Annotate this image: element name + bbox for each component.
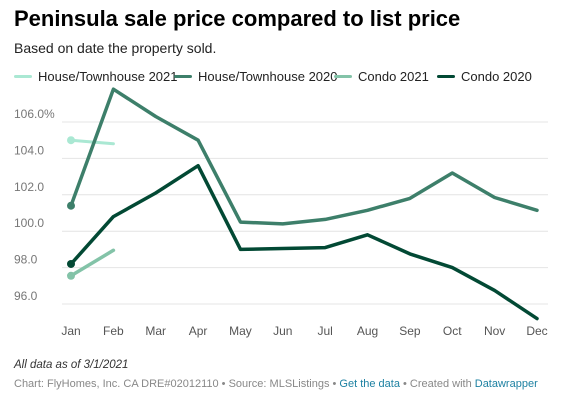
legend-item-condo-2021: Condo 2021 xyxy=(334,69,429,84)
series-line xyxy=(69,138,115,146)
x-tick-label: Aug xyxy=(357,324,378,338)
series-line xyxy=(69,248,116,278)
series-line xyxy=(69,87,539,226)
legend-item-house-2020: House/Townhouse 2020 xyxy=(174,69,338,84)
legend-swatch xyxy=(437,75,455,78)
credits-prefix: Chart: FlyHomes, Inc. CA DRE#02012110 • … xyxy=(14,378,340,390)
chart-subtitle: Based on date the property sold. xyxy=(14,40,217,56)
datawrapper-link[interactable]: Datawrapper xyxy=(474,378,538,390)
legend-label: Condo 2020 xyxy=(461,69,532,84)
y-tick-label: 106.0% xyxy=(14,107,55,121)
legend-label: House/Townhouse 2020 xyxy=(198,69,338,84)
x-tick-label: Oct xyxy=(443,324,462,338)
y-tick-label: 100.0 xyxy=(14,216,44,230)
series-start-point xyxy=(67,259,75,268)
legend-swatch xyxy=(334,75,352,78)
y-tick-label: 102.0 xyxy=(14,180,44,194)
y-tick-label: 104.0 xyxy=(14,143,44,157)
legend-swatch xyxy=(14,75,32,78)
x-tick-label: Jan xyxy=(61,324,80,338)
series-start-point xyxy=(67,201,75,210)
credits-middle: • Created with xyxy=(399,378,475,390)
chart-credits: Chart: FlyHomes, Inc. CA DRE#02012110 • … xyxy=(14,378,538,390)
series-start-point xyxy=(67,136,75,145)
legend-label: House/Townhouse 2021 xyxy=(38,69,178,84)
y-tick-label: 98.0 xyxy=(14,253,38,267)
chart-title: Peninsula sale price compared to list pr… xyxy=(14,6,461,31)
x-tick-label: Sep xyxy=(399,324,421,338)
x-tick-label: Mar xyxy=(145,324,166,338)
x-tick-label: Nov xyxy=(484,324,505,338)
series-start-point xyxy=(67,271,75,280)
legend-item-condo-2020: Condo 2020 xyxy=(437,69,532,84)
x-tick-label: Apr xyxy=(189,324,208,338)
legend-swatch xyxy=(174,75,192,78)
x-tick-label: May xyxy=(229,324,252,338)
get-data-link[interactable]: Get the data xyxy=(339,378,400,390)
series-line xyxy=(69,163,539,321)
x-tick-label: Dec xyxy=(526,324,547,338)
x-tick-label: Feb xyxy=(103,324,124,338)
legend-item-house-2021: House/Townhouse 2021 xyxy=(14,69,178,84)
y-tick-label: 96.0 xyxy=(14,289,38,303)
data-note: All data as of 3/1/2021 xyxy=(14,359,129,371)
x-tick-label: Jul xyxy=(318,324,333,338)
x-tick-label: Jun xyxy=(273,324,292,338)
legend-label: Condo 2021 xyxy=(358,69,429,84)
